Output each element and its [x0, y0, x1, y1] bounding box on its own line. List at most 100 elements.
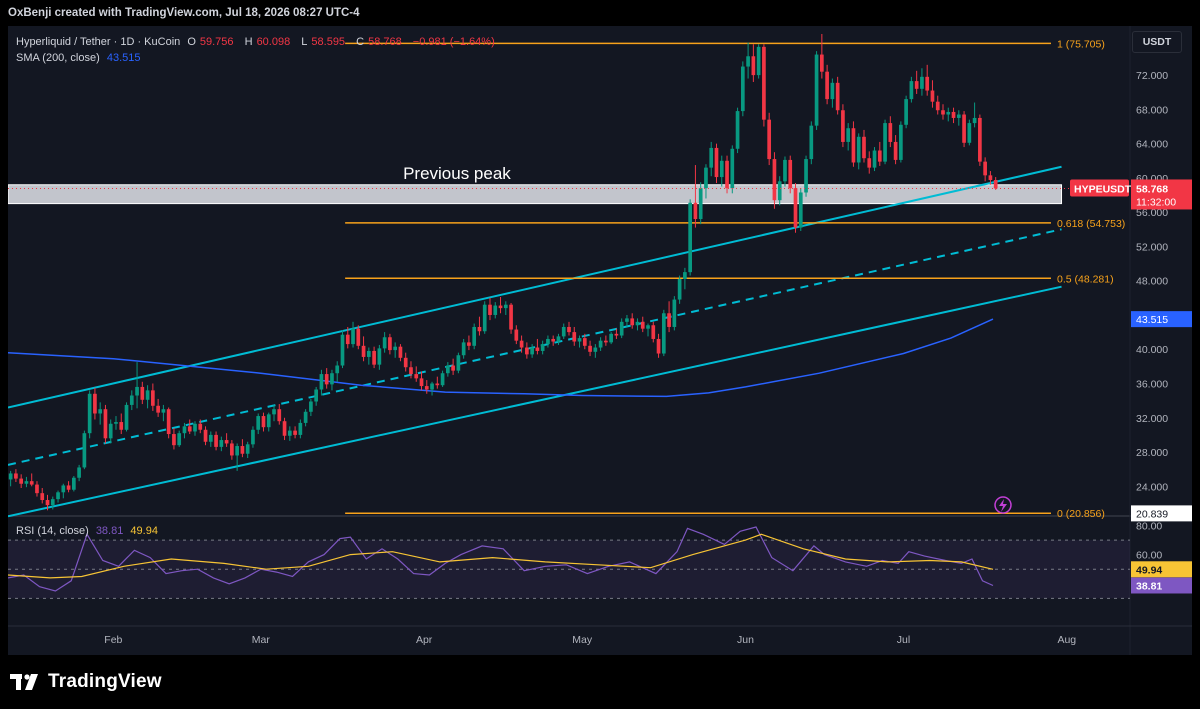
candle-body	[219, 440, 224, 447]
y-tick-label: 56.000	[1136, 207, 1168, 219]
candle	[656, 333, 661, 358]
candle-body	[467, 342, 471, 346]
candle	[867, 151, 872, 174]
candle-body	[203, 429, 208, 442]
candle-body	[50, 499, 55, 506]
candle	[251, 426, 255, 448]
candle	[366, 347, 371, 365]
candle	[783, 156, 787, 187]
candle	[345, 326, 350, 349]
candle	[356, 325, 361, 350]
rsi-line	[8, 526, 994, 592]
y-tick-label: 36.000	[1136, 379, 1168, 391]
candle	[930, 80, 935, 108]
candle-body	[672, 299, 677, 327]
candle	[588, 340, 592, 357]
candle	[330, 369, 334, 391]
tradingview-branding[interactable]: TradingView	[10, 670, 162, 694]
candle	[214, 431, 218, 451]
candle	[40, 488, 45, 504]
candle-body	[862, 136, 866, 159]
candle-body	[956, 114, 961, 118]
y-tick-label: 64.000	[1136, 139, 1168, 151]
candle-body	[735, 111, 740, 149]
candle	[762, 44, 766, 127]
rsi-ma-tag-value: 49.94	[1136, 564, 1162, 576]
candle-body	[151, 390, 155, 406]
candle	[851, 121, 856, 167]
candle	[667, 301, 671, 333]
candle	[725, 155, 729, 194]
y-tick-label: 68.000	[1136, 104, 1168, 116]
ohlc-low: L 58.595	[301, 36, 349, 48]
candle-body	[698, 188, 703, 220]
candle	[567, 321, 571, 336]
candle-body	[788, 159, 793, 189]
candle-body	[388, 337, 392, 351]
rsi-legend[interactable]: RSI (14, close) 38.81 49.94	[16, 525, 162, 537]
candle-body	[935, 101, 940, 111]
candle-body	[182, 426, 187, 434]
candle	[509, 302, 513, 334]
candle	[693, 165, 698, 228]
candle-body	[951, 111, 956, 118]
candle-body	[509, 304, 513, 330]
candle	[661, 309, 666, 357]
candle-body	[604, 340, 608, 343]
rsi-y-tick-label: 80.00	[1136, 521, 1162, 533]
sma-legend-row[interactable]: SMA (200, close) 43.515	[16, 50, 499, 66]
candle	[45, 494, 50, 511]
chart-svg[interactable]: 24.00028.00032.00036.00040.00044.00048.0…	[8, 26, 1192, 655]
candle	[24, 476, 29, 488]
y-tick-label: 52.000	[1136, 241, 1168, 253]
candle-body	[293, 430, 297, 435]
candle-body	[477, 326, 482, 332]
candle-body	[877, 150, 882, 162]
candle-body	[440, 373, 445, 386]
candle	[925, 64, 930, 96]
lightning-icon	[994, 496, 1012, 514]
candle-body	[361, 345, 366, 357]
candle-body	[777, 181, 782, 201]
symbol-tag-box	[1070, 179, 1129, 197]
candle	[377, 344, 382, 370]
candle-body	[214, 434, 218, 447]
candle-body	[282, 421, 287, 436]
candle	[935, 95, 940, 115]
candle	[224, 433, 229, 447]
candle	[503, 301, 508, 315]
candle-body	[456, 355, 461, 371]
candle-body	[793, 188, 798, 228]
candle-body	[762, 46, 766, 120]
candle	[978, 114, 982, 166]
rsi-y-tick-label: 60.00	[1136, 550, 1162, 562]
candle-body	[930, 90, 935, 102]
candle-body	[593, 347, 598, 352]
candle	[424, 380, 429, 394]
candle	[593, 344, 598, 358]
candle-body	[372, 350, 376, 365]
candle-body	[108, 423, 113, 439]
candle-body	[72, 477, 76, 490]
lightning-bolt-glyph	[999, 499, 1007, 512]
candle-body	[646, 325, 650, 329]
candle	[309, 398, 313, 417]
candle-body	[582, 338, 587, 346]
chart-area[interactable]: 24.00028.00032.00036.00040.00044.00048.0…	[8, 26, 1192, 655]
candle-body	[335, 365, 340, 374]
candle	[351, 321, 355, 348]
candle-body	[809, 125, 814, 160]
candle-body	[530, 347, 534, 355]
y-tick-label: 72.000	[1136, 70, 1168, 82]
candle-body	[851, 128, 856, 163]
rsi-tag-value: 38.81	[1136, 580, 1162, 592]
candle	[87, 390, 92, 439]
candle-body	[804, 159, 808, 193]
candle	[193, 421, 197, 436]
candle-body	[656, 338, 661, 354]
candle-body	[730, 148, 735, 189]
currency-button[interactable]: USDT	[1132, 31, 1182, 53]
candle-body	[435, 383, 440, 386]
candle	[709, 141, 714, 177]
chart-legend: Hyperliquid / Tether · 1D · KuCoin O 59.7…	[16, 34, 499, 66]
